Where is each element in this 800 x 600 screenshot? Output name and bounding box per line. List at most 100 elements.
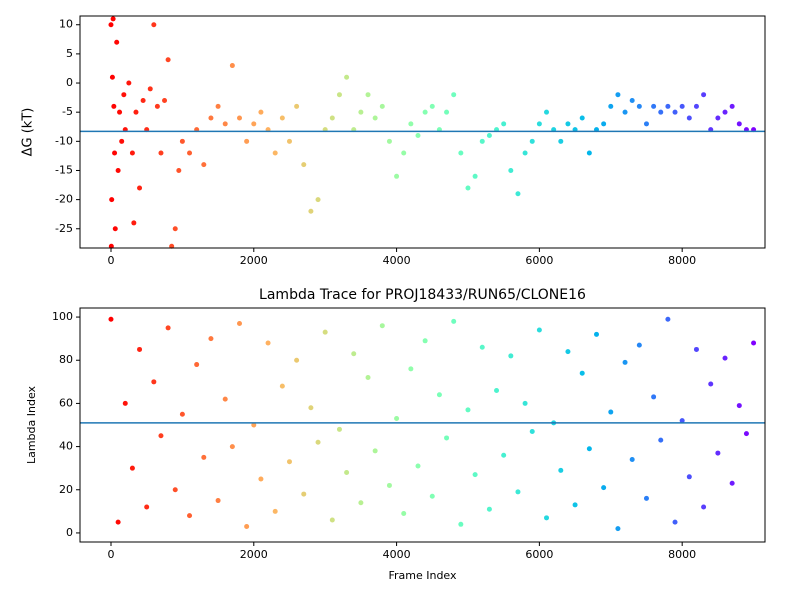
point	[208, 336, 214, 342]
point	[265, 340, 271, 346]
point	[679, 418, 685, 424]
point	[394, 416, 400, 422]
y-tick-label: 40	[59, 440, 73, 453]
mask	[0, 268, 80, 582]
point	[729, 103, 735, 109]
point	[558, 467, 564, 473]
point	[258, 109, 264, 115]
point	[658, 109, 664, 115]
point	[522, 150, 528, 156]
point	[229, 63, 235, 69]
point	[172, 487, 178, 493]
point	[258, 476, 264, 482]
point	[286, 138, 292, 144]
point	[494, 387, 500, 393]
point	[572, 502, 578, 508]
point	[679, 103, 685, 109]
point	[115, 519, 121, 525]
point	[643, 495, 649, 501]
point	[479, 344, 485, 350]
point	[222, 121, 228, 127]
point	[715, 115, 721, 121]
y-tick-label: -20	[55, 193, 73, 206]
point	[244, 523, 250, 529]
x-axis-label: Frame Index	[388, 569, 457, 582]
point	[408, 121, 414, 127]
point	[172, 226, 178, 232]
point	[110, 16, 116, 22]
point	[601, 485, 607, 491]
x-tick-label: 8000	[668, 548, 696, 561]
point	[629, 98, 635, 104]
point	[372, 115, 378, 121]
point	[187, 150, 193, 156]
point	[465, 185, 471, 191]
point	[108, 22, 114, 28]
point	[122, 400, 128, 406]
point	[736, 403, 742, 409]
mask	[765, 0, 800, 288]
point	[444, 109, 450, 115]
point	[751, 340, 757, 346]
point	[622, 109, 628, 115]
y-axis-label: Lambda Index	[25, 385, 38, 464]
y-tick-label: 60	[59, 396, 73, 409]
point	[544, 515, 550, 521]
x-tick-label: 4000	[383, 254, 411, 267]
point	[386, 482, 392, 488]
point	[109, 74, 115, 80]
y-tick-label: 10	[59, 18, 73, 31]
point	[479, 138, 485, 144]
point	[736, 121, 742, 127]
point	[422, 338, 428, 344]
point	[529, 428, 535, 434]
point	[743, 431, 749, 437]
point	[651, 394, 657, 400]
x-tick-label: 0	[107, 254, 114, 267]
point	[429, 103, 435, 109]
point	[158, 433, 164, 439]
point	[137, 346, 143, 352]
point	[301, 491, 307, 497]
point	[322, 329, 328, 335]
point	[451, 318, 457, 324]
point	[643, 121, 649, 127]
mask	[765, 268, 800, 582]
point	[294, 357, 300, 363]
point	[701, 92, 707, 98]
point	[608, 409, 614, 415]
point	[558, 138, 564, 144]
point	[121, 92, 127, 98]
y-axis-label: ΔG (kT)	[21, 108, 36, 157]
point	[708, 381, 714, 387]
point	[486, 506, 492, 512]
point	[137, 185, 143, 191]
x-tick-label: 6000	[525, 254, 553, 267]
point	[408, 366, 414, 372]
point	[301, 162, 307, 168]
point	[147, 86, 153, 92]
point	[294, 103, 300, 109]
x-tick-label: 2000	[240, 254, 268, 267]
point	[112, 150, 118, 156]
point	[114, 39, 120, 45]
point	[129, 150, 135, 156]
point	[729, 480, 735, 486]
point	[429, 493, 435, 499]
point	[544, 109, 550, 115]
point	[458, 150, 464, 156]
axes-frame	[79, 15, 766, 249]
point	[422, 109, 428, 115]
point	[144, 504, 150, 510]
point	[129, 465, 135, 471]
point	[672, 109, 678, 115]
y-tick-label: 0	[66, 76, 73, 89]
y-tick-label: 80	[59, 353, 73, 366]
point	[586, 446, 592, 452]
point	[344, 469, 350, 475]
point	[111, 103, 117, 109]
point	[222, 396, 228, 402]
point	[187, 513, 193, 519]
point	[465, 407, 471, 413]
